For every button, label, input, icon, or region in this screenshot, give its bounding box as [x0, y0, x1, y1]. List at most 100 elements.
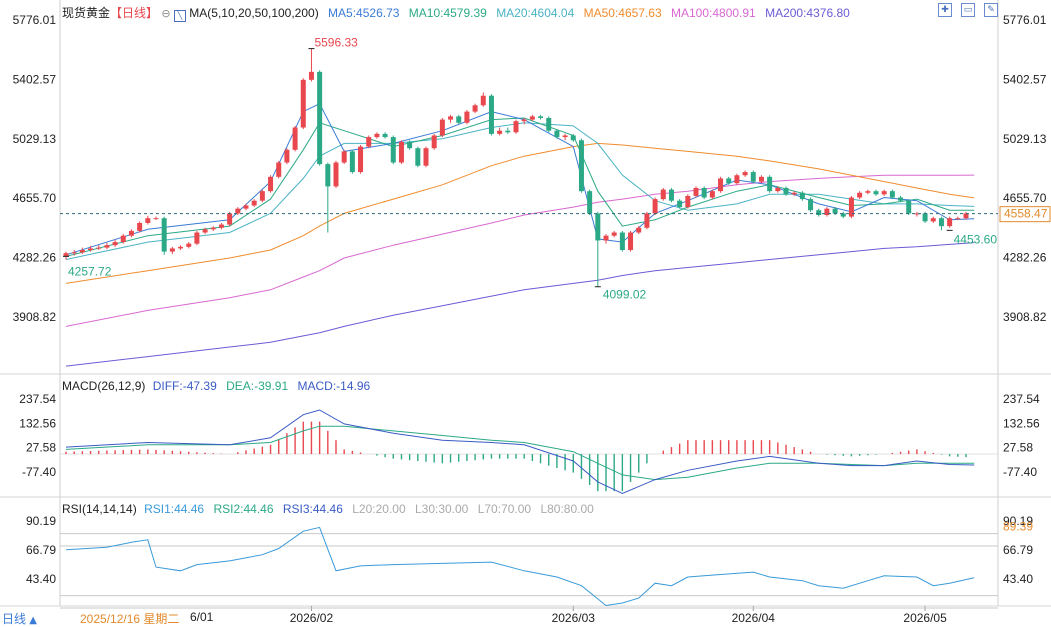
candle-body — [505, 130, 511, 133]
ma50-value: MA50:4657.63 — [583, 6, 662, 20]
rsi2-value: RSI2:44.46 — [213, 502, 274, 516]
candle-body — [161, 218, 167, 252]
period-selector[interactable]: 日线 ▲ — [2, 610, 37, 627]
price-tick-left: 3908.82 — [13, 310, 57, 324]
zoom-in-icon[interactable]: ✚ — [938, 3, 952, 17]
candle-body — [439, 119, 445, 136]
cursor-date-text: 2025/12/16 星期二 — [80, 612, 180, 626]
ma100-line — [65, 174, 975, 327]
candle-body — [857, 192, 863, 198]
candle-body — [423, 148, 429, 166]
candle-body — [96, 247, 102, 249]
rsi-tick-right: 66.79 — [1003, 543, 1033, 557]
candle-body — [382, 133, 388, 138]
candle-body — [881, 191, 887, 195]
rsi-l70: L70:70.00 — [477, 502, 532, 516]
x-tick-label: 2026/04 — [732, 611, 776, 625]
cursor-date: 2025/12/16 星期二 — [80, 610, 179, 627]
first-tick-text: 6/01 — [190, 610, 214, 624]
visibility-toggle-icon[interactable]: ⊖ — [161, 7, 171, 20]
candle-body — [644, 213, 650, 228]
period-selector-label: 日线 — [2, 612, 27, 626]
candle-body — [415, 148, 421, 166]
ma5-value: MA5:4526.73 — [328, 6, 400, 20]
price-tick-left: 4282.26 — [13, 251, 57, 265]
macd-legend: MACD(26,12,9) DIFF:-47.39 DEA:-39.91 MAC… — [62, 379, 370, 393]
candle-body — [456, 116, 462, 123]
candle-body — [914, 213, 920, 215]
macd-value: MACD:-14.96 — [297, 379, 371, 393]
candle-body — [906, 200, 912, 214]
candle-body — [79, 250, 85, 253]
candle-body — [202, 229, 208, 233]
price-tick-left: 4655.70 — [13, 191, 57, 205]
ma200-line — [65, 242, 975, 367]
candle-body — [848, 197, 854, 217]
candle-body — [333, 162, 339, 187]
candle-body — [922, 213, 928, 222]
macd-tick-right: 27.58 — [1003, 441, 1033, 455]
rsi-tick-left: 90.19 — [26, 514, 56, 528]
candle-body — [235, 208, 241, 214]
price-tick-right: 4282.26 — [1003, 251, 1047, 265]
price-tick-left: 5029.13 — [13, 132, 57, 146]
rsi-l80: L80:80.00 — [540, 502, 594, 516]
window-icon[interactable]: ▭ — [961, 3, 975, 17]
candle-body — [750, 172, 756, 182]
candle-body — [816, 210, 822, 216]
settings-icon[interactable]: ✎ — [984, 3, 998, 17]
candle-body — [570, 135, 576, 141]
x-tick-label: 2026/03 — [552, 611, 596, 625]
candle-body — [808, 199, 814, 211]
candle-body — [619, 232, 625, 251]
start-low-label: 4257.72 — [68, 264, 112, 278]
ma200-value: MA200:4376.80 — [765, 6, 850, 20]
price-tick-right: 5029.13 — [1003, 132, 1047, 146]
candle-body — [554, 130, 560, 138]
candle-body — [693, 187, 699, 196]
candle-body — [186, 243, 192, 247]
candle-body — [358, 146, 364, 173]
candle-body — [398, 141, 404, 163]
candle-body — [652, 199, 658, 214]
current-price-tag — [999, 206, 1051, 223]
candle-body — [963, 213, 969, 219]
candle-body — [718, 178, 724, 192]
first-tick-label: 6/01 — [190, 610, 213, 624]
candle-body — [546, 117, 552, 131]
candle-body — [71, 252, 77, 254]
candle-body — [341, 151, 347, 163]
rsi-tick-left: 43.40 — [26, 572, 56, 586]
candle-body — [767, 176, 773, 192]
candle-body — [488, 95, 494, 134]
period-label[interactable]: 【日线】 — [110, 6, 159, 20]
candle-body — [726, 178, 732, 184]
rsi-legend: RSI(14,14,14) RSI1:44.46 RSI2:44.46 RSI3… — [62, 502, 594, 516]
candle-body — [137, 222, 143, 231]
price-tick-right: 4655.70 — [1003, 191, 1047, 205]
candle-body — [840, 213, 846, 217]
candle-body — [734, 175, 740, 184]
candle-body — [578, 140, 584, 192]
ma20-value: MA20:4604.04 — [496, 6, 575, 20]
candle-body — [595, 213, 601, 241]
macd-params: MACD(26,12,9) — [62, 379, 146, 393]
rsi1-value: RSI1:44.46 — [144, 502, 205, 516]
candle-body — [88, 248, 94, 251]
rsi3-value: RSI3:44.46 — [282, 502, 343, 516]
price-legend: 现货黄金【日线】 ⊖ ╲ MA(5,10,20,50,100,200) MA5:… — [62, 4, 850, 22]
candle-body — [243, 205, 249, 209]
rsi-current-label: 89.39 — [1003, 520, 1033, 534]
macd-dea-line — [65, 425, 975, 481]
ma10-line — [65, 117, 975, 257]
candle-body — [701, 187, 707, 198]
macd-tick-right: 132.56 — [1003, 416, 1040, 430]
candle-body — [865, 191, 871, 193]
indicator-settings-icon[interactable]: ╲ — [173, 10, 186, 22]
macd-dea: DEA:-39.91 — [226, 379, 289, 393]
candle-body — [112, 242, 118, 246]
ma50-line — [65, 142, 975, 284]
candle-body — [628, 232, 634, 251]
candle-body — [104, 245, 110, 248]
